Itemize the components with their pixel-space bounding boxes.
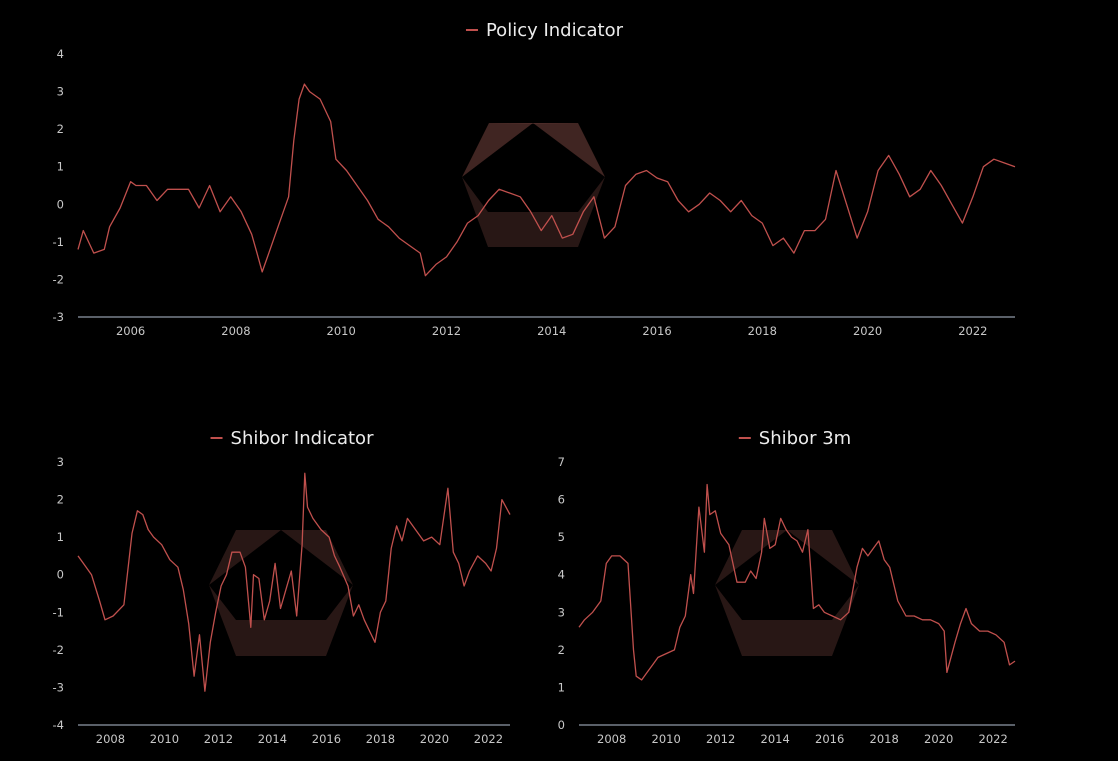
y-tick-label: 2 (558, 643, 565, 657)
x-tick-label: 2012 (204, 732, 233, 746)
legend: Shibor 3m (738, 428, 851, 449)
y-tick-label: 0 (558, 718, 565, 732)
y-tick-label: 0 (57, 568, 64, 582)
legend: Shibor Indicator (210, 428, 375, 449)
legend-label: Shibor Indicator (231, 428, 375, 449)
y-tick-label: 3 (558, 605, 565, 619)
x-tick-label: 2022 (979, 732, 1008, 746)
legend-label: Policy Indicator (486, 20, 624, 41)
series-line-policy (77, 83, 1016, 277)
watermark-logo-top (462, 123, 605, 247)
x-tick-label: 2020 (420, 732, 449, 746)
x-tick-label: 2016 (642, 324, 671, 338)
chart-shibor-indicator: -4 -3 -2 -1 0 1 2 3 2008 2010 2012 2014 2016 2018 2020… (53, 428, 511, 746)
series-line-shibor-indicator (77, 472, 511, 692)
y-tick-label: -1 (53, 605, 64, 619)
y-tick-label: -3 (53, 680, 64, 694)
x-tick-label: 2020 (924, 732, 953, 746)
watermark-logo-bottom-right (715, 530, 859, 656)
y-tick-label: 4 (558, 568, 565, 582)
chart-policy: -3 -2 -1 0 1 2 3 4 2006 2008 2010 2012 2014 2016 2018 2… (53, 20, 1016, 338)
y-tick-label: 0 (57, 197, 64, 211)
y-tick-label: -2 (53, 272, 64, 286)
y-tick-label: -4 (53, 718, 64, 732)
y-tick-label: -1 (53, 235, 64, 249)
x-tick-label: 2018 (748, 324, 777, 338)
x-tick-label: 2020 (853, 324, 882, 338)
x-tick-label: 2010 (327, 324, 356, 338)
legend-label: Shibor 3m (759, 428, 851, 449)
y-tick-label: 2 (57, 122, 64, 136)
y-tick-label: -3 (53, 310, 64, 324)
x-tick-label: 2010 (652, 732, 681, 746)
y-tick-label: 2 (57, 493, 64, 507)
y-tick-label: 4 (57, 47, 64, 61)
x-tick-label: 2016 (312, 732, 341, 746)
chart-shibor-3m: 0 1 2 3 4 5 6 7 2008 2010 2012 2014 2016 2018 2020 2022… (558, 428, 1016, 746)
x-tick-label: 2014 (258, 732, 287, 746)
x-tick-label: 2022 (958, 324, 987, 338)
y-tick-label: 1 (558, 680, 565, 694)
x-tick-label: 2018 (870, 732, 899, 746)
x-tick-label: 2008 (221, 324, 250, 338)
x-tick-label: 2014 (761, 732, 790, 746)
x-tick-label: 2018 (366, 732, 395, 746)
x-tick-label: 2006 (116, 324, 145, 338)
x-tick-label: 2012 (432, 324, 461, 338)
y-tick-label: 7 (558, 455, 565, 469)
y-tick-label: 5 (558, 530, 565, 544)
series-line-shibor-3m (578, 483, 1016, 681)
x-tick-label: 2022 (474, 732, 503, 746)
y-tick-label: 6 (558, 493, 565, 507)
x-tick-label: 2008 (96, 732, 125, 746)
x-tick-label: 2014 (537, 324, 566, 338)
y-tick-label: 1 (57, 160, 64, 174)
x-tick-label: 2012 (706, 732, 735, 746)
x-tick-label: 2016 (815, 732, 844, 746)
y-tick-label: -2 (53, 643, 64, 657)
legend: Policy Indicator (465, 20, 624, 41)
y-tick-label: 3 (57, 85, 64, 99)
watermark-logo-bottom-left (209, 530, 353, 656)
y-tick-label: 3 (57, 455, 64, 469)
x-tick-label: 2010 (150, 732, 179, 746)
y-tick-label: 1 (57, 530, 64, 544)
x-tick-label: 2008 (597, 732, 626, 746)
